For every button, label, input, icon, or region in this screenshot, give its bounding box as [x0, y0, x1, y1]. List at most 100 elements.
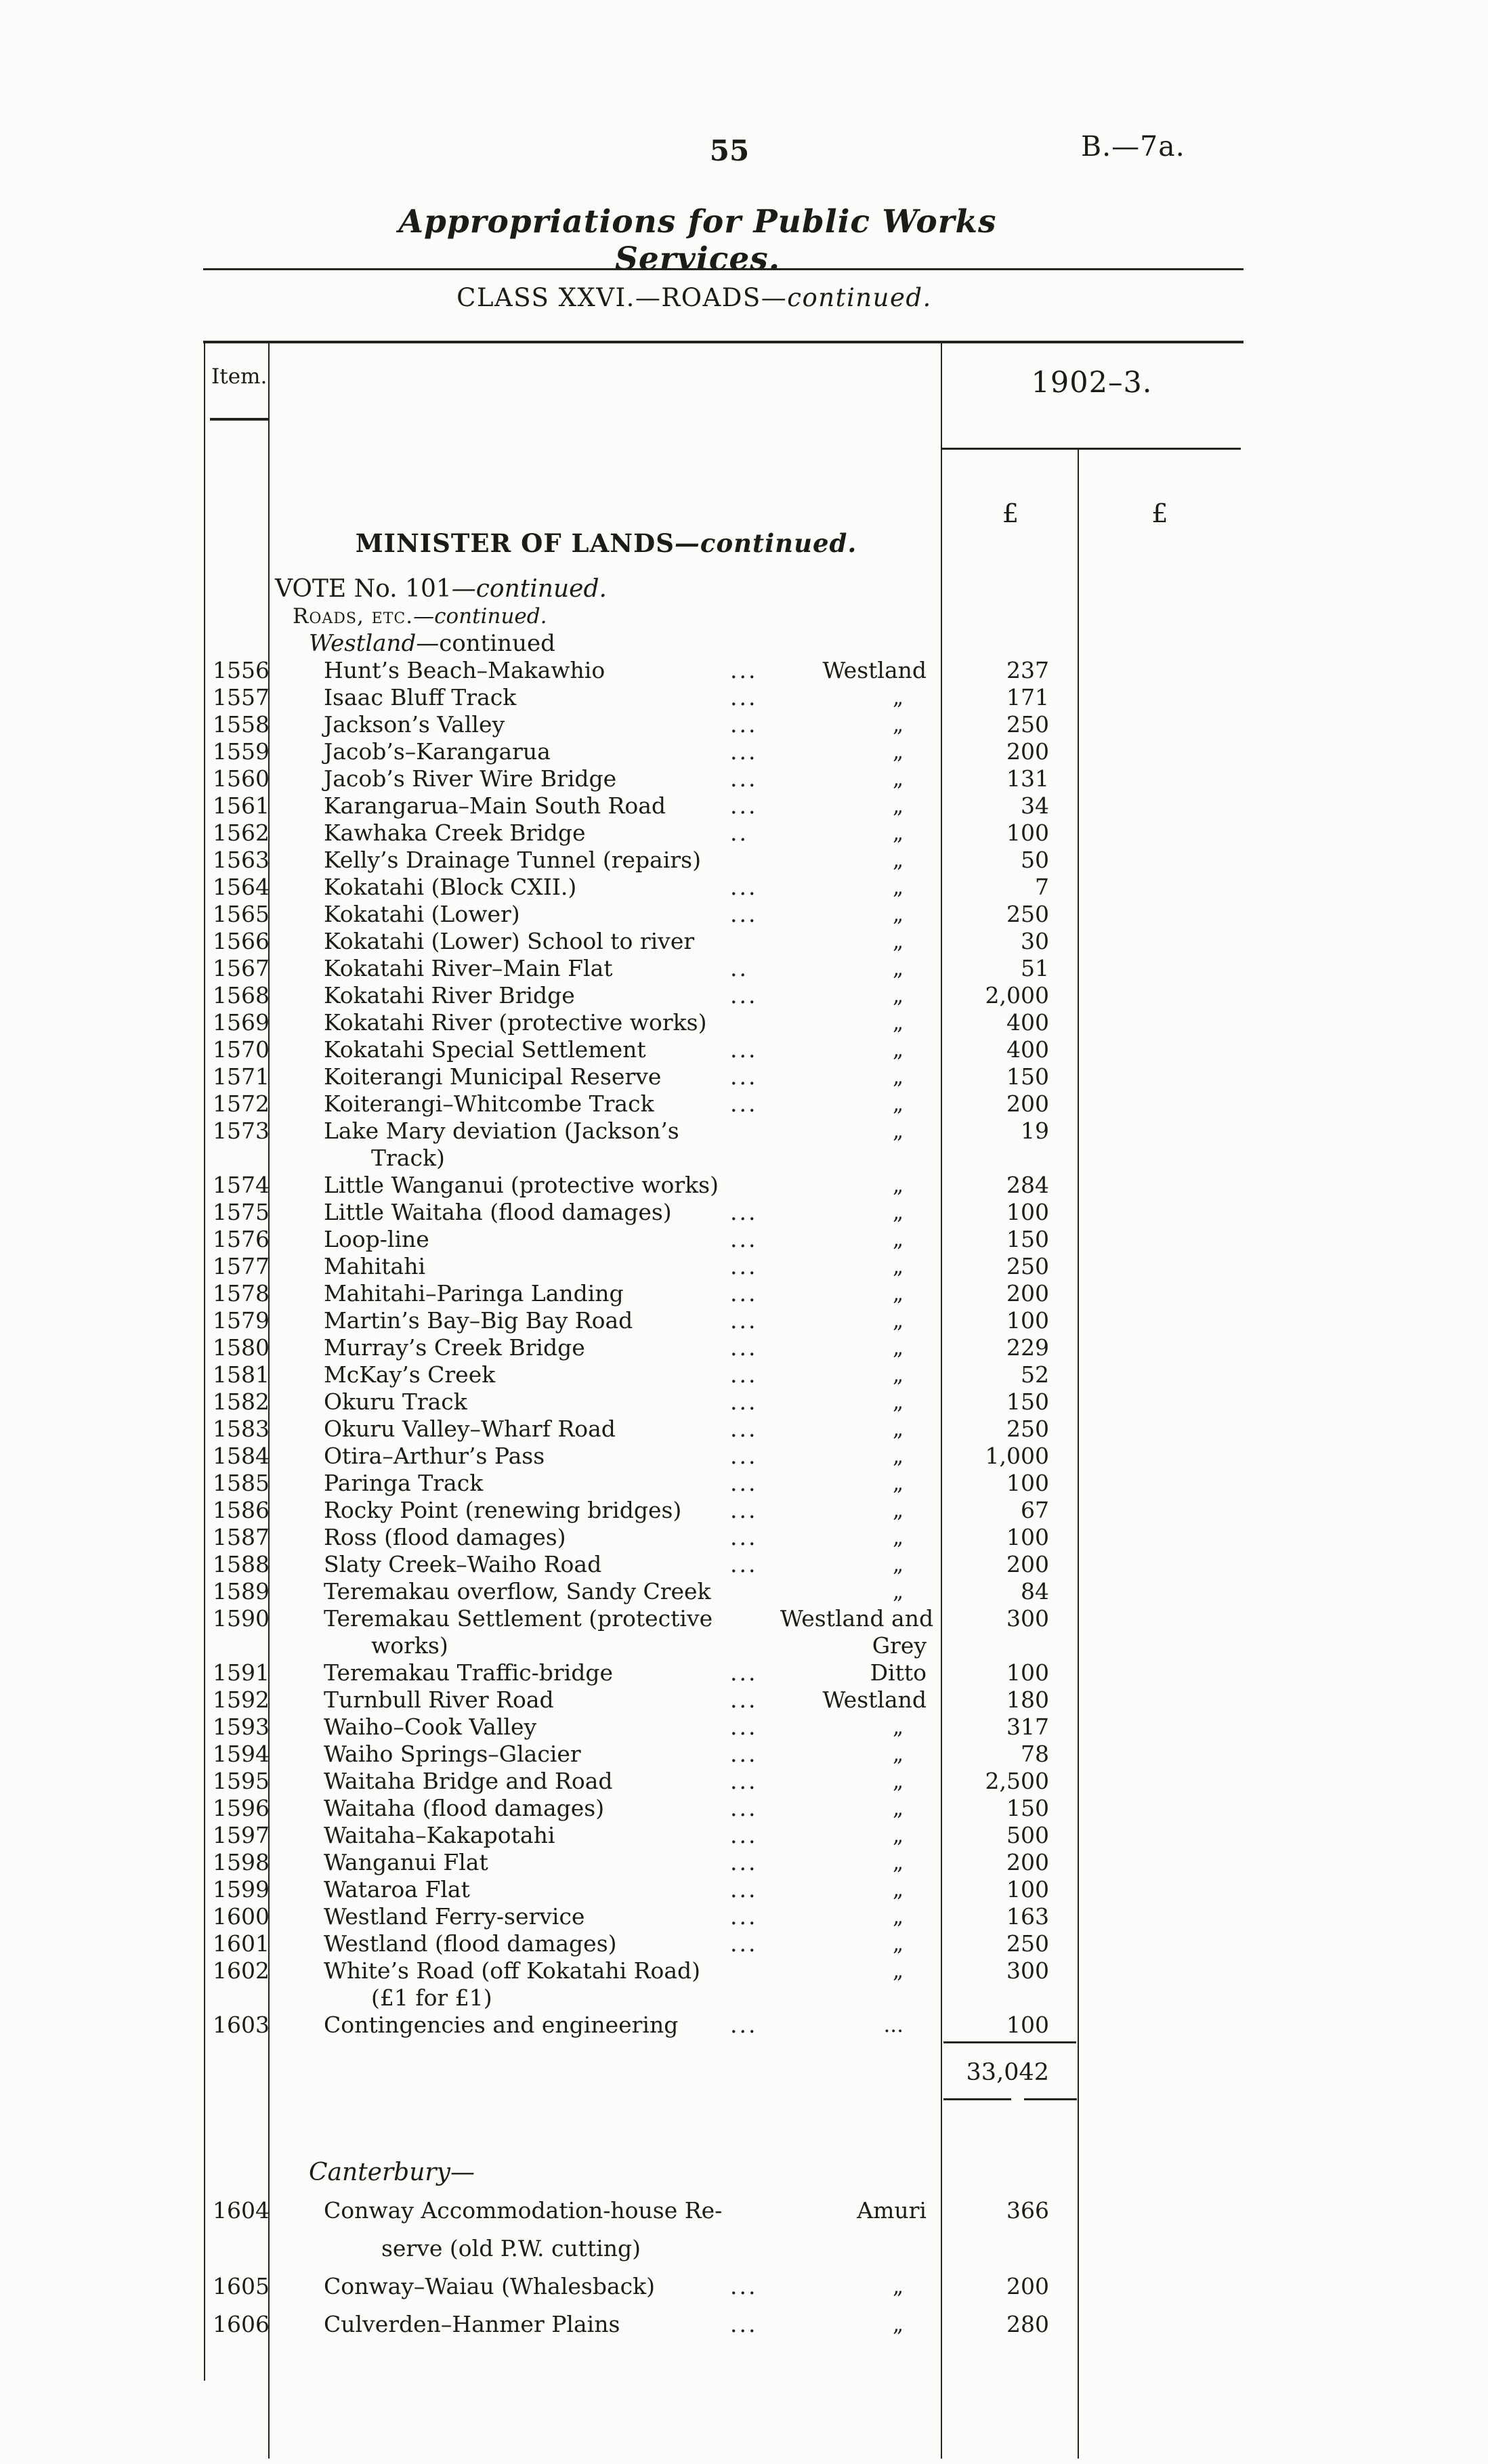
table-row: 1592 Turnbull River Road... Westland 180 — [205, 1686, 1241, 1714]
amount2-cell — [1079, 928, 1241, 955]
amount-cell: 250 — [1006, 1253, 1049, 1279]
location-cell: Grey — [872, 1632, 927, 1659]
location-cell: „ — [892, 1850, 904, 1875]
amount-cell: 34 — [1021, 792, 1049, 819]
item-cell: 1586 — [213, 1497, 270, 1523]
dots-cell — [730, 1578, 780, 1605]
amount-cell: 150 — [1006, 1795, 1049, 1821]
item-cell: 1564 — [213, 874, 270, 900]
desc-cell: Little Waitaha (flood damages) — [324, 1199, 672, 1225]
location-cell: „ — [892, 1309, 904, 1333]
amount2-cell — [1079, 1768, 1241, 1795]
item-cell: 1563 — [213, 847, 270, 873]
amount-cell — [943, 603, 1079, 630]
desc-cell: Contingencies and engineering — [324, 2012, 679, 2038]
table-row: 1559 Jacob’s–Karangarua... „ 200 — [205, 738, 1241, 765]
dots-cell: ... — [730, 657, 758, 683]
location-cell: „ — [892, 1254, 904, 1279]
location-cell: „ — [892, 1390, 904, 1414]
vertical-rule-amount — [1078, 448, 1079, 2459]
amount-cell: 200 — [1006, 1551, 1049, 1577]
total-row: 33,042 — [205, 2044, 1241, 2101]
location-cell: „ — [892, 848, 904, 872]
table-row: 1572 Koiterangi–Whitcombe Track... „ 200 — [205, 1090, 1241, 1118]
item-cell: 1565 — [213, 901, 270, 927]
location-cell: „ — [892, 902, 904, 927]
location-cell — [780, 576, 943, 603]
minister-heading-main: MINISTER OF LANDS — [355, 528, 675, 558]
location-cell: „ — [892, 1742, 904, 1766]
amount-cell: 150 — [1006, 1388, 1049, 1415]
year-header-rule — [942, 448, 1241, 450]
amount2-cell — [1079, 1497, 1241, 1524]
amount2-cell — [1079, 1199, 1241, 1226]
amount-cell — [943, 2230, 1079, 2268]
amount2-cell — [1079, 2192, 1241, 2230]
location-cell: ... — [883, 2013, 904, 2037]
location-cell — [780, 630, 943, 657]
location-cell: „ — [892, 1498, 904, 1523]
amount-cell: 100 — [1006, 2012, 1049, 2038]
desc-cell: Culverden–Hanmer Plains — [324, 2311, 620, 2337]
dots-cell — [730, 1957, 780, 1984]
desc-cell: Martin’s Bay–Big Bay Road — [324, 1307, 633, 1334]
table-row: 1587 Ross (flood damages)... „ 100 — [205, 1524, 1241, 1551]
desc-cell: Ross (flood damages) — [324, 1524, 566, 1550]
amount-cell: 250 — [1006, 901, 1049, 927]
item-cell: 1557 — [213, 684, 270, 710]
item-cell: 1579 — [213, 1307, 270, 1334]
location-cell: „ — [892, 1715, 904, 1739]
location-cell — [780, 2044, 943, 2101]
desc-cell: Isaac Bluff Track — [324, 684, 517, 710]
location-cell: „ — [892, 1796, 904, 1821]
amount-cell: 67 — [1021, 1497, 1049, 1523]
location-cell: Westland — [822, 1686, 927, 1713]
table-row: 1598 Wanganui Flat... „ 200 — [205, 1849, 1241, 1876]
location-cell: „ — [892, 1471, 904, 1495]
vote-heading-row: VOTE No. 101—continued. — [205, 576, 1241, 603]
location-cell: Westland and — [780, 1605, 934, 1632]
item-cell: 1598 — [213, 1849, 270, 1875]
item-cell: 1595 — [213, 1768, 270, 1794]
desc-cell: Rocky Point (renewing bridges) — [324, 1497, 682, 1523]
location-cell — [780, 603, 943, 630]
item-cell: 1562 — [213, 820, 270, 846]
table-row: 1571 Koiterangi Municipal Reserve... „ 150 — [205, 1063, 1241, 1090]
item-cell: 1559 — [213, 738, 270, 765]
table-row: 1561 Karangarua–Main South Road... „ 34 — [205, 792, 1241, 820]
table: VOTE No. 101—continued. Roads, etc.—cont… — [205, 576, 1241, 2343]
amount-cell: 200 — [1006, 1849, 1049, 1875]
item-cell: 1576 — [213, 1226, 270, 1252]
item-cell: 1602 — [213, 1957, 270, 1984]
dots-cell: ... — [730, 1443, 758, 1469]
location-cell: „ — [892, 1932, 904, 1956]
table-row: 1597 Waitaha–Kakapotahi... „ 500 — [205, 1822, 1241, 1849]
item-cell: 1575 — [213, 1199, 270, 1225]
table-row: 1558 Jackson’s Valley... „ 250 — [205, 711, 1241, 738]
desc-cell: Slaty Creek–Waiho Road — [324, 1551, 602, 1577]
amount2-cell — [1079, 1741, 1241, 1768]
location-cell: „ — [892, 875, 904, 899]
desc-cell: Koiterangi–Whitcombe Track — [324, 1090, 654, 1117]
district-continued: —continued — [416, 630, 555, 657]
table-row: 1586 Rocky Point (renewing bridges)... „ 67 — [205, 1497, 1241, 1524]
desc-cell: Conway–Waiau (Whalesback) — [324, 2273, 656, 2299]
desc-cell: serve (old P.W. cutting) — [381, 2235, 641, 2261]
location-cell: „ — [892, 713, 904, 737]
table-row: serve (old P.W. cutting) — [205, 2230, 1241, 2268]
table-row: 1595 Waitaha Bridge and Road... „ 2,500 — [205, 1768, 1241, 1795]
district-heading-row: Canterbury— — [205, 2154, 1241, 2192]
amount2-cell — [1079, 1795, 1241, 1822]
item-cell — [205, 2230, 270, 2268]
table-row: (£1 for £1) — [205, 1984, 1241, 2012]
table-row: 1605 Conway–Waiau (Whalesback)... „ 200 — [205, 2268, 1241, 2306]
table-row: 1567 Kokatahi River–Main Flat.. „ 51 — [205, 955, 1241, 982]
table-row: 1590 Teremakau Settlement (protective West… — [205, 1605, 1241, 1632]
amount-cell: 366 — [1006, 2197, 1049, 2224]
amount-cell: 30 — [1021, 928, 1049, 954]
amount2-cell — [1079, 711, 1241, 738]
dots-cell: ... — [730, 1280, 758, 1307]
westland-total: 33,042 — [966, 2059, 1049, 2086]
location-cell: „ — [892, 1769, 904, 1793]
desc-cell: Jackson’s Valley — [324, 711, 505, 738]
